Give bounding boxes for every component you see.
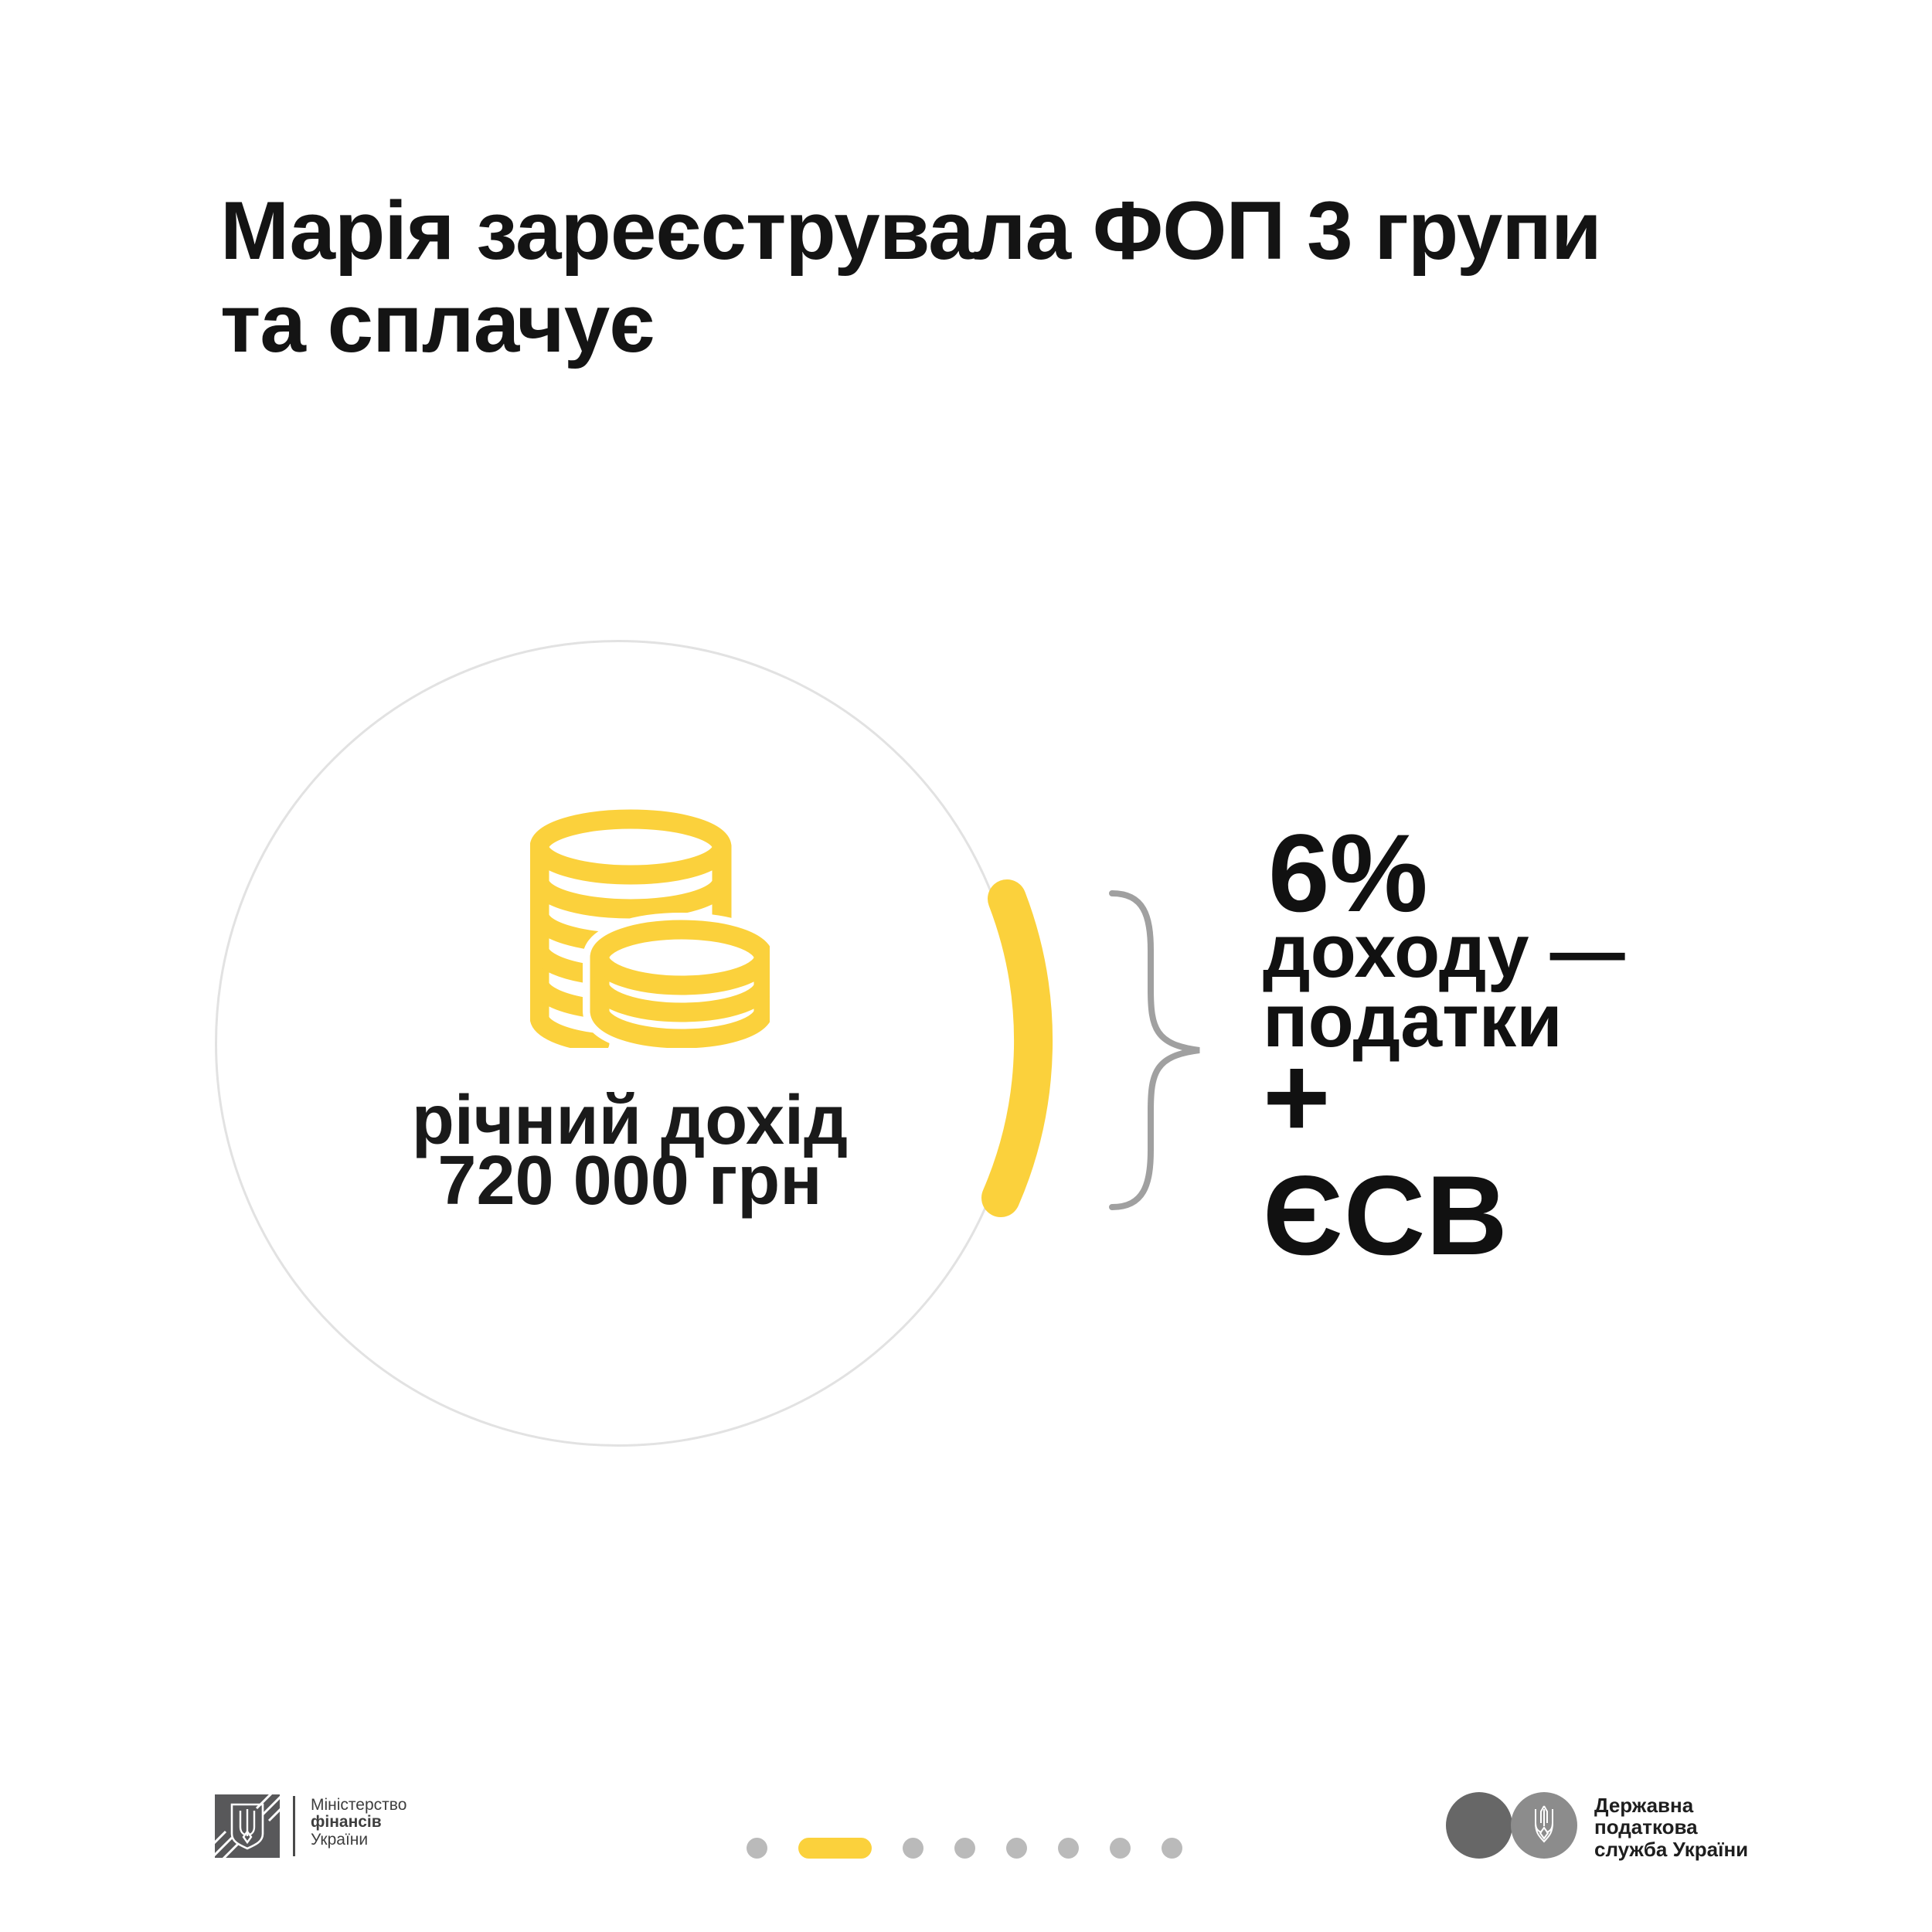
pagination-dot[interactable] [1006,1838,1027,1859]
minfin-text-line3: України [311,1830,369,1849]
pagination-dot[interactable] [1110,1838,1131,1859]
tax-text-line3: служба України [1594,1837,1749,1861]
tax-rate-caption-line2: податки [1263,978,1563,1063]
esv-label: ЄСВ [1263,1152,1509,1278]
minfin-logo-text: Міністерство фінансів України [311,1796,407,1849]
coins-icon [530,809,770,1048]
page-title: Марія зареєструвала ФОП 3 групи та сплач… [220,184,1689,369]
tax-rate-caption-line1: доходу — [1263,909,1625,993]
tax-text-line2: податкова [1594,1815,1698,1839]
arc-and-brace [981,879,1200,1217]
tax-rate-caption: доходу — податки [1263,909,1625,1063]
tax-text-line1: Державна [1594,1794,1694,1817]
logo-divider [293,1796,295,1856]
page-title-line2: та сплачує [220,277,655,369]
tax-rate: 6% [1268,812,1428,935]
income-label-line2: 720 000 грн [437,1142,822,1219]
tax-trident-icon [1535,1805,1553,1843]
pagination [747,1838,1182,1859]
page-title-line1: Марія зареєструвала ФОП 3 групи [220,184,1602,277]
pagination-dot[interactable] [747,1838,767,1859]
pagination-dot[interactable] [1162,1838,1182,1859]
minfin-trident-shield-icon [215,1794,280,1858]
tax-service-circle-dark [1446,1792,1512,1859]
plus-sign: + [1263,1032,1331,1162]
pagination-active-pill[interactable] [798,1838,872,1859]
curly-brace [1109,890,1200,1210]
pagination-dot[interactable] [903,1838,923,1859]
minfin-text-line2: фінансів [311,1813,382,1832]
pagination-dot[interactable] [1058,1838,1079,1859]
tax-service-logo-text: Державна податкова служба України [1594,1794,1748,1860]
pagination-dot[interactable] [954,1838,975,1859]
minfin-text-line1: Міністерство [311,1796,407,1814]
income-label: річний дохід 720 000 грн [309,1082,951,1219]
highlight-arc [981,879,1053,1217]
income-label-line1: річний дохід [411,1082,849,1159]
